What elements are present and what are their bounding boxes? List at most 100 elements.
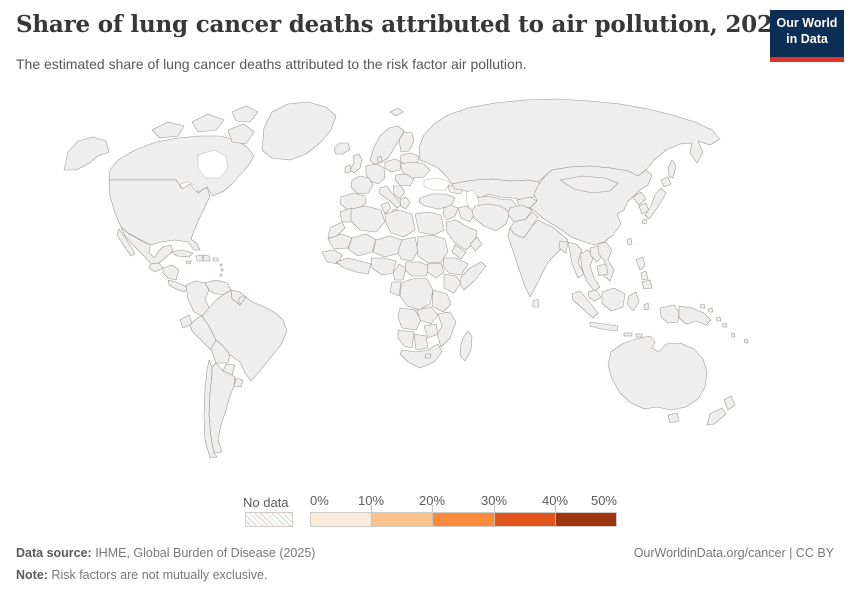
country-sumatra[interactable] [571, 290, 599, 319]
country-bangladesh[interactable] [558, 240, 569, 254]
country-egypt[interactable] [414, 211, 445, 236]
country-finland[interactable] [398, 131, 415, 153]
legend-no-data-swatch[interactable] [245, 512, 293, 527]
country-mozambique[interactable] [436, 311, 457, 348]
country-malaysia[interactable] [587, 289, 602, 302]
country-balkans[interactable] [392, 185, 406, 200]
country-senegal-guinea[interactable] [321, 249, 343, 265]
country-kazakhstan[interactable] [451, 178, 544, 201]
country-somalia[interactable] [459, 261, 487, 291]
country-gabon-congo[interactable] [389, 281, 402, 297]
country-sakhalin[interactable] [667, 159, 677, 179]
country-vanuatu-fiji[interactable] [730, 332, 749, 344]
country-alaska[interactable] [63, 136, 110, 171]
country-india[interactable] [507, 219, 569, 298]
country-greece[interactable] [399, 196, 411, 210]
country-niger[interactable] [372, 235, 403, 258]
legend-segment-20-30[interactable] [433, 513, 495, 526]
country-taiwan[interactable] [626, 237, 633, 246]
country-mali[interactable] [347, 233, 377, 257]
country-lesotho[interactable] [424, 353, 432, 359]
country-guatemala[interactable] [148, 262, 164, 273]
country-sri-lanka[interactable] [532, 298, 540, 308]
country-sulawesi[interactable] [626, 291, 640, 312]
country-algeria[interactable] [350, 205, 386, 233]
country-madagascar[interactable] [459, 330, 473, 362]
country-java[interactable] [589, 321, 619, 332]
country-iberia[interactable] [339, 192, 367, 211]
country-uruguay[interactable] [233, 377, 244, 388]
country-south-africa[interactable] [399, 343, 443, 369]
country-scandinavia[interactable] [369, 125, 405, 165]
country-argentina[interactable] [208, 362, 236, 454]
country-kenya[interactable] [443, 273, 462, 294]
country-china[interactable] [529, 165, 653, 246]
legend-segment-0-10[interactable] [311, 513, 373, 526]
country-angola[interactable] [397, 307, 422, 331]
country-denmark[interactable] [376, 155, 383, 163]
country-nigeria[interactable] [370, 257, 397, 276]
country-yemen[interactable] [451, 244, 467, 260]
country-mongolia[interactable] [559, 175, 619, 194]
country-france[interactable] [350, 175, 374, 195]
country-chad[interactable] [397, 236, 419, 262]
country-iran[interactable] [471, 203, 511, 232]
country-colombia[interactable] [185, 280, 210, 317]
country-north-korea[interactable] [632, 191, 647, 206]
country-ireland[interactable] [344, 164, 352, 174]
country-solomon-islands[interactable] [715, 316, 728, 328]
legend-segment-40-50[interactable] [555, 513, 617, 526]
country-drc[interactable] [399, 277, 434, 311]
country-libya[interactable] [384, 209, 416, 238]
country-borneo[interactable] [601, 287, 626, 312]
country-central-europe[interactable] [365, 163, 386, 185]
country-indonesia-east[interactable] [623, 302, 650, 338]
country-iceland[interactable] [333, 142, 351, 155]
country-tanzania[interactable] [431, 289, 452, 313]
legend-segment-30-40[interactable] [494, 513, 556, 526]
country-zambia[interactable] [416, 306, 439, 325]
country-costa-rica-panama[interactable] [167, 279, 189, 293]
country-honduras-nicaragua[interactable] [162, 264, 180, 281]
country-ukraine[interactable] [399, 161, 431, 179]
country-namibia[interactable] [397, 329, 415, 349]
legend-segment-10-20[interactable] [372, 513, 434, 526]
country-poland[interactable] [384, 158, 402, 173]
country-oman[interactable] [469, 236, 483, 252]
country-png-islands[interactable] [699, 303, 714, 313]
owid-logo[interactable]: Our World in Data [770, 10, 844, 62]
country-cameroon[interactable] [392, 263, 407, 281]
country-vietnam[interactable] [597, 241, 615, 282]
country-haiti[interactable] [195, 254, 204, 262]
country-zimbabwe[interactable] [423, 323, 439, 339]
country-papua-new-guinea[interactable] [678, 305, 712, 326]
country-puerto-rico[interactable] [212, 257, 219, 262]
country-syria-levant[interactable] [442, 204, 459, 221]
country-tunisia[interactable] [380, 201, 392, 215]
country-west-africa-coast[interactable] [335, 257, 372, 275]
country-australia[interactable] [607, 335, 708, 411]
country-cambodia[interactable] [596, 263, 609, 277]
country-ethiopia[interactable] [442, 257, 469, 276]
country-romania-hungary[interactable] [394, 173, 415, 187]
country-iraq[interactable] [457, 205, 476, 223]
country-uk[interactable] [349, 153, 363, 174]
country-cuba[interactable] [170, 249, 194, 258]
country-jamaica[interactable] [185, 260, 192, 265]
country-botswana[interactable] [413, 333, 429, 351]
country-mexico[interactable] [116, 226, 174, 265]
country-west-papua[interactable] [659, 304, 680, 324]
country-japan[interactable] [641, 176, 672, 225]
country-sudan[interactable] [416, 234, 449, 264]
country-tasmania[interactable] [667, 412, 680, 424]
country-svalbard[interactable] [389, 107, 404, 117]
country-canada-arctic-islands[interactable] [151, 105, 259, 145]
country-greenland[interactable] [261, 101, 337, 161]
country-western-sahara[interactable] [327, 221, 346, 239]
country-philippines[interactable] [635, 256, 653, 290]
country-new-zealand[interactable] [706, 395, 736, 426]
footer-credit-link[interactable]: OurWorldinData.org/cancer | CC BY [633, 546, 834, 560]
country-dominican-republic[interactable] [202, 254, 211, 262]
country-south-sudan[interactable] [426, 262, 445, 279]
country-central-african-republic[interactable] [404, 261, 431, 277]
